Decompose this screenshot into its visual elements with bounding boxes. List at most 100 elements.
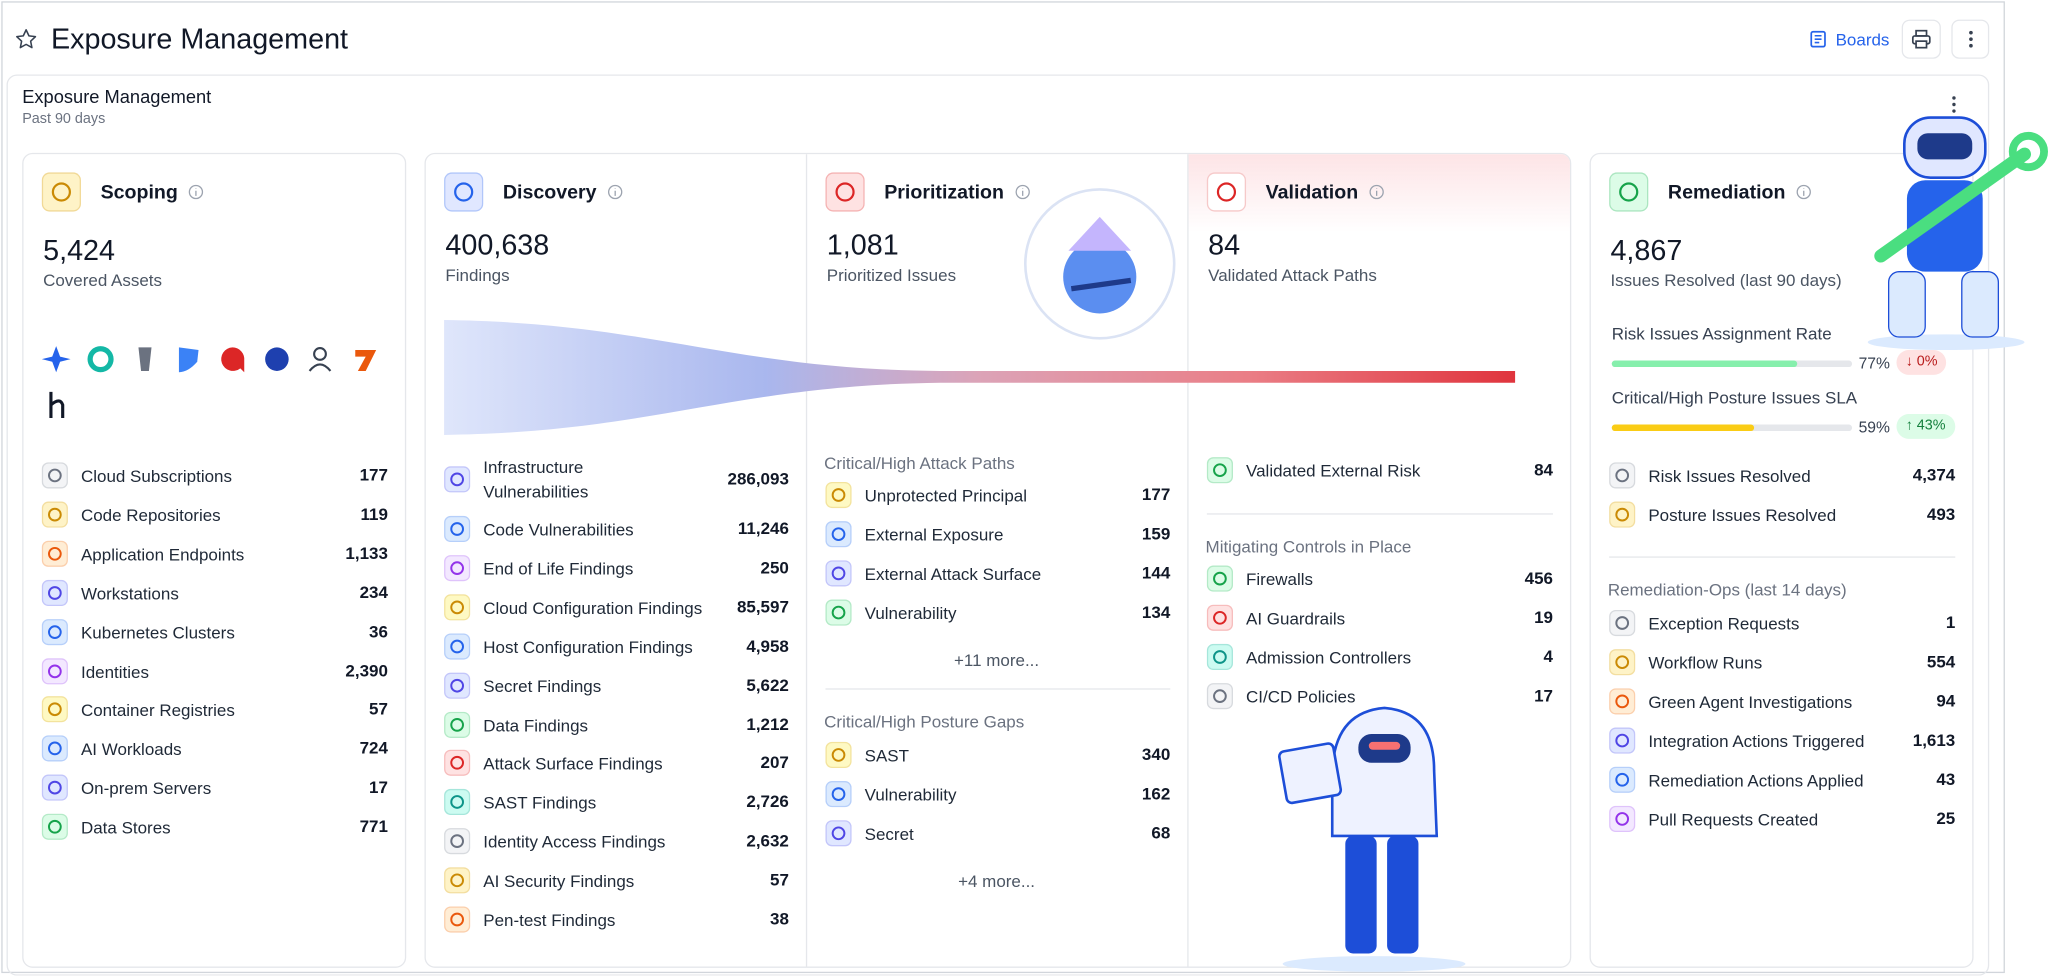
icon-glyph (831, 605, 846, 620)
item-icon (825, 481, 852, 509)
print-button[interactable] (1901, 19, 1941, 59)
more-button[interactable] (1951, 19, 1990, 59)
integration-logos (41, 346, 377, 418)
item-label: Workflow Runs (1648, 652, 1763, 673)
item-value: 177 (359, 464, 388, 485)
item-icon (41, 618, 68, 645)
item-icon (1609, 805, 1636, 832)
item-icon (1206, 682, 1233, 709)
item-value: 17 (1534, 685, 1553, 705)
info-icon[interactable] (1369, 184, 1385, 200)
icon-glyph (47, 780, 62, 795)
rate-label: Risk Issues Assignment Rate (1611, 323, 1832, 344)
rate-change: ↑ 43% (1896, 414, 1955, 439)
widget-subtitle: Past 90 days (22, 111, 106, 127)
item-value: 144 (1141, 562, 1171, 583)
item-icon (1206, 457, 1233, 484)
icon-glyph (1615, 772, 1630, 787)
item-label: End of Life Findings (483, 558, 634, 579)
item-label: Unprotected Principal (864, 485, 1027, 506)
item-value: 19 (1534, 607, 1553, 627)
more-link[interactable]: +4 more... (958, 870, 1036, 891)
section-heading: Critical/High Attack Paths (824, 453, 1015, 473)
item-value: 340 (1141, 744, 1171, 765)
item-label: On-prem Servers (80, 778, 212, 799)
item-label: Data Stores (80, 817, 171, 838)
stage-title-row: Prioritization (884, 179, 1030, 205)
item-label: Secret Findings (483, 676, 602, 696)
item-label: Attack Surface Findings (483, 754, 663, 774)
section-heading: Remediation-Ops (last 14 days) (1607, 579, 1847, 600)
boards-label: Boards (1835, 29, 1890, 49)
stage-glyph (51, 182, 71, 202)
stage-title: Remediation (1667, 180, 1786, 204)
stage-title: Validation (1265, 180, 1359, 204)
icon-glyph (1213, 649, 1227, 664)
icon-glyph (450, 600, 464, 614)
icon-glyph (1213, 610, 1227, 625)
separator (1609, 556, 1956, 558)
icon-glyph (47, 820, 62, 834)
item-value: 771 (359, 816, 388, 837)
item-label: SAST (864, 745, 910, 766)
stage-count-label: Validated Attack Paths (1208, 265, 1377, 285)
item-label: Remediation Actions Applied (1648, 770, 1864, 790)
stage-glyph (1216, 182, 1237, 202)
item-icon (444, 515, 471, 543)
icon-glyph (831, 748, 846, 762)
item-label: Workstations (80, 583, 179, 604)
info-icon[interactable] (607, 184, 623, 200)
item-icon (444, 672, 471, 699)
item-icon (825, 560, 852, 587)
icon-glyph (450, 834, 464, 849)
boards-button[interactable]: Boards (1799, 19, 1900, 59)
icon-glyph (450, 717, 464, 732)
stage-icon (41, 172, 81, 212)
funnel-shape (444, 319, 1516, 435)
item-icon (41, 540, 68, 567)
info-icon[interactable] (1796, 184, 1812, 200)
item-icon (41, 774, 68, 801)
item-icon (1609, 727, 1636, 754)
item-label: Kubernetes Clusters (80, 622, 235, 643)
item-icon (1609, 462, 1636, 489)
info-icon[interactable] (188, 184, 204, 200)
item-icon (1609, 688, 1636, 715)
icon-glyph (450, 873, 464, 888)
item-label: Cloud Subscriptions (80, 466, 232, 486)
widget-menu[interactable] (1951, 95, 1956, 113)
widget-card (6, 74, 1990, 976)
stage-count: 5,424 (43, 233, 116, 267)
stage-icon (1206, 172, 1247, 212)
item-label: External Attack Surface (864, 563, 1042, 584)
more-link[interactable]: +11 more... (954, 649, 1040, 670)
boards-icon (1810, 30, 1827, 48)
item-value: 57 (769, 869, 789, 890)
item-label: Admission Controllers (1246, 647, 1412, 668)
rate-value: 59% (1858, 417, 1890, 437)
item-value: 493 (1926, 504, 1956, 524)
item-value: 162 (1141, 783, 1171, 804)
item-label: Identities (80, 661, 149, 682)
info-icon[interactable] (1014, 184, 1030, 200)
icon-glyph (47, 702, 62, 717)
item-value: 177 (1141, 484, 1171, 505)
icon-glyph (1615, 507, 1630, 522)
icon-glyph (831, 787, 846, 801)
stage-glyph (454, 182, 474, 202)
item-icon (444, 789, 471, 816)
favorite-star[interactable] (14, 27, 38, 51)
page-title: Exposure Management (50, 22, 349, 55)
item-label: Validated External Risk (1246, 461, 1421, 481)
item-value: 84 (1534, 459, 1553, 480)
rate-track (1611, 360, 1853, 368)
item-icon (41, 735, 68, 762)
item-label: Container Registries (80, 700, 235, 721)
item-label: Cloud Configuration Findings (483, 597, 703, 618)
item-icon (41, 696, 68, 723)
item-value: 2,726 (746, 791, 789, 812)
rate-bar (1611, 424, 1754, 432)
